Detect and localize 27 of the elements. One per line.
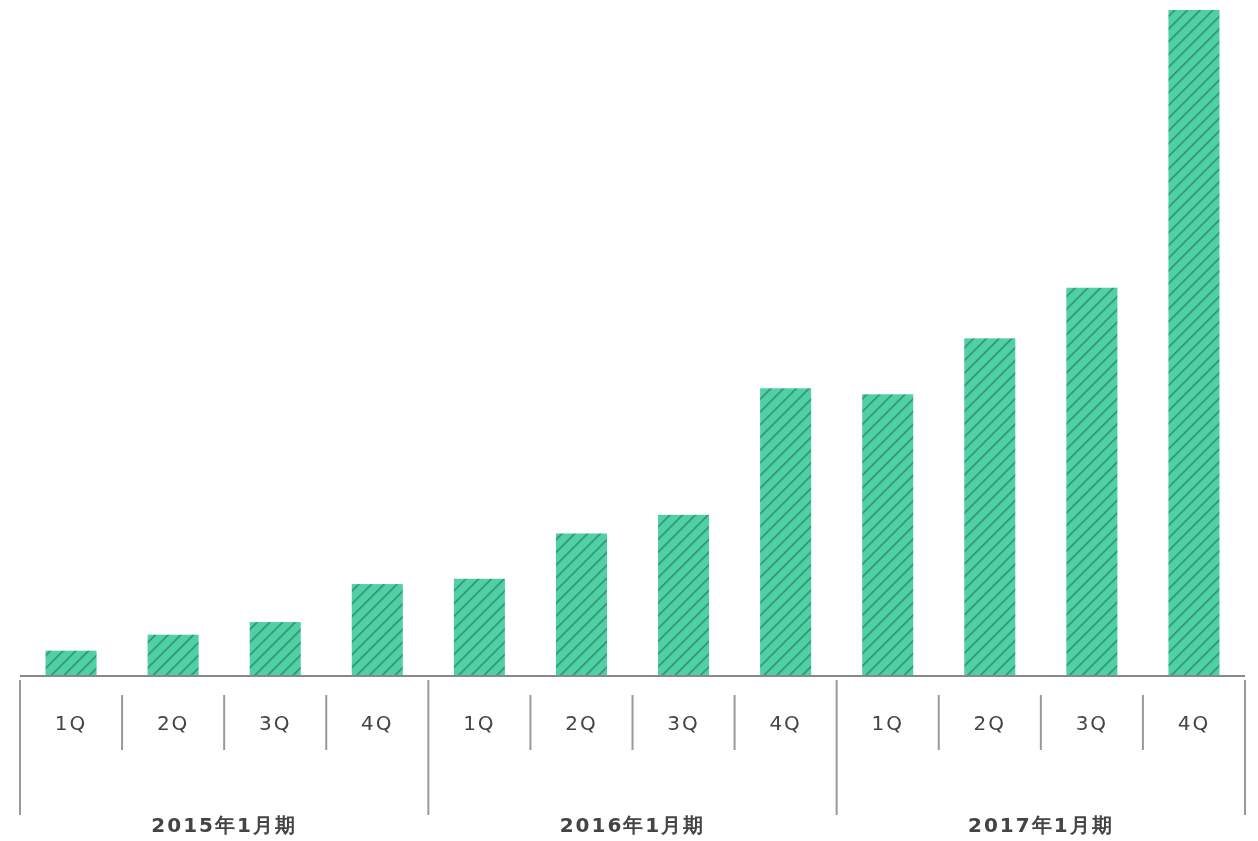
bar	[249, 622, 301, 676]
bar	[1168, 10, 1220, 676]
bar	[964, 338, 1016, 676]
x-tick-label: 3Q	[667, 711, 700, 735]
x-tick-label: 2Q	[156, 711, 190, 735]
bar	[760, 388, 812, 676]
text: 2017年1月期	[968, 813, 1114, 837]
x-tick-label: 1Q	[54, 711, 88, 735]
x-tick-label: 2Q	[973, 711, 1007, 735]
bar	[658, 514, 710, 676]
bar	[147, 634, 199, 676]
bar	[862, 394, 914, 676]
x-tick-label: 1Q	[871, 711, 904, 735]
x-tick-label: 4Q	[769, 711, 802, 735]
x-tick-label: 4Q	[1177, 711, 1211, 735]
bar	[555, 533, 607, 676]
text: 2016年1月期	[559, 813, 706, 837]
x-tick-label: 1Q	[463, 711, 496, 735]
x-tick-label: 3Q	[1075, 711, 1109, 735]
bar	[453, 578, 505, 676]
text: 2015年1月期	[151, 813, 297, 837]
x-tick-label: 4Q	[361, 711, 394, 735]
bar	[351, 584, 403, 676]
bar	[1066, 287, 1118, 676]
x-tick-label: 3Q	[258, 711, 292, 735]
bar	[45, 650, 97, 676]
x-tick-label: 2Q	[565, 711, 598, 735]
